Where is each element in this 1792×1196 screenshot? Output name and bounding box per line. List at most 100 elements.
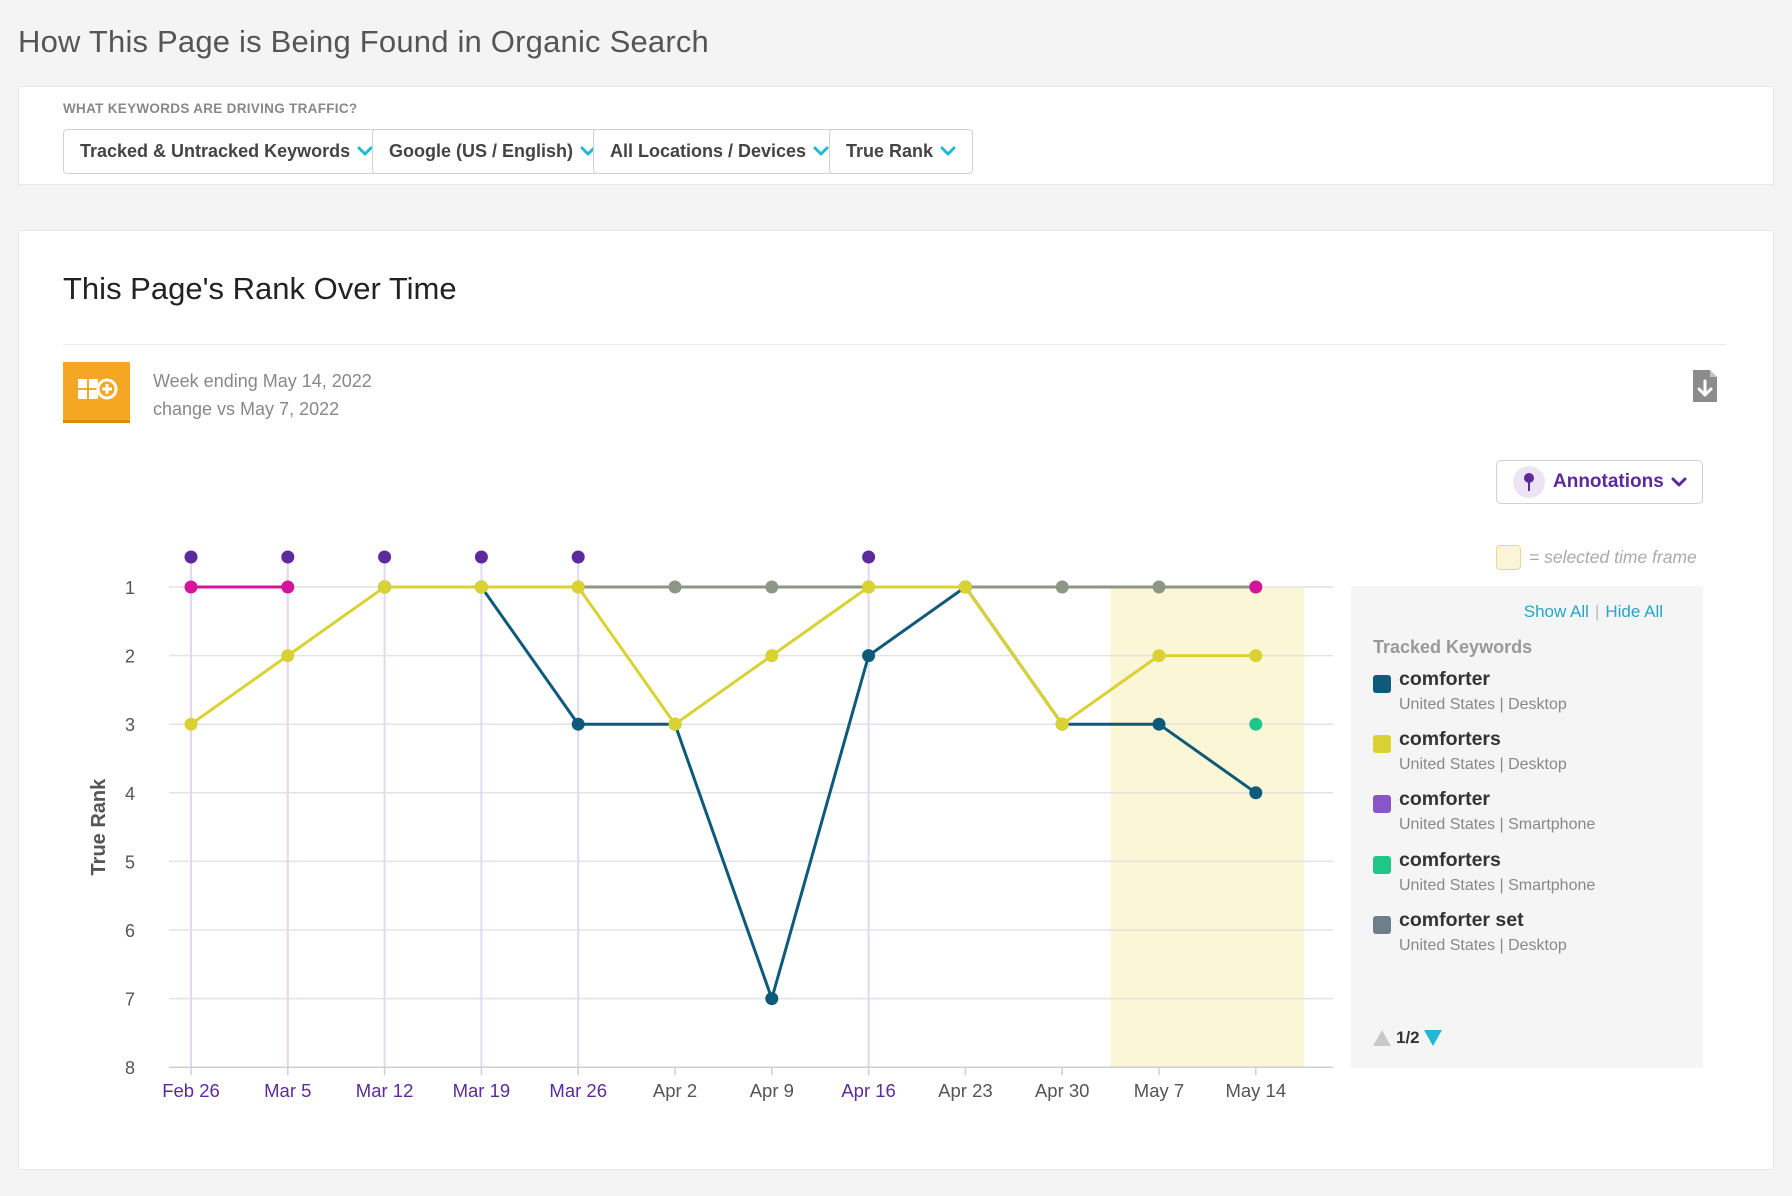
rank-over-time-card: This Page's Rank Over Time Week ending M… [18, 230, 1774, 1170]
data-point [862, 580, 876, 594]
keywords-filter-label: Tracked & Untracked Keywords [80, 141, 351, 161]
legend-swatch [1373, 916, 1391, 934]
search-engine-label: Google (US / English) [389, 141, 573, 161]
card-title: This Page's Rank Over Time [63, 271, 457, 306]
rank-line-chart: 1 2 3 4 5 6 7 8 True Rank Feb 26 Mar 5 Mar 12 Mar 19… [88, 550, 1333, 1101]
legend-link-separator: | [1594, 602, 1600, 621]
annotations-label: Annotations [1553, 471, 1664, 492]
show-all-link[interactable]: Show All [1523, 602, 1589, 621]
data-point [765, 580, 779, 594]
annotation-marker [184, 550, 198, 564]
pager-page: 1/2 [1396, 1028, 1420, 1047]
x-tick-label: Mar 26 [549, 1080, 607, 1101]
data-point [184, 717, 198, 731]
locations-devices-dropdown[interactable]: All Locations / Devices [593, 129, 847, 174]
chevron-down-icon [580, 146, 596, 156]
x-tick-label: Apr 9 [750, 1080, 794, 1101]
legend-swatch [1373, 675, 1391, 693]
legend-swatch [1373, 735, 1391, 753]
data-point [1249, 786, 1263, 800]
data-point [1249, 649, 1263, 663]
week-summary: Week ending May 14, 2022 change vs May 7… [153, 367, 372, 423]
data-point [1249, 717, 1263, 731]
x-tick-label: Apr 2 [653, 1080, 697, 1101]
page-heading: How This Page is Being Found in Organic … [18, 24, 709, 59]
annotations-dropdown[interactable]: Annotations [1496, 460, 1703, 504]
legend-location: United States | Desktop [1399, 696, 1567, 713]
selected-timeframe-note: = selected time frame [1496, 545, 1697, 570]
data-point [1055, 717, 1069, 731]
data-point [571, 580, 585, 594]
chevron-down-icon [813, 146, 829, 156]
annotation-marker [281, 550, 295, 564]
x-tick-label: May 7 [1134, 1080, 1184, 1101]
data-point [281, 580, 295, 594]
series-line [189, 585, 1258, 726]
data-point [1055, 580, 1069, 594]
filter-caption: WHAT KEYWORDS ARE DRIVING TRAFFIC? [63, 101, 358, 116]
keywords-filter-dropdown[interactable]: Tracked & Untracked Keywords [63, 129, 391, 174]
legend-swatch [1373, 856, 1391, 874]
legend-keyword: comforters [1399, 728, 1501, 750]
y-tick-label: 8 [125, 1058, 135, 1078]
download-icon[interactable] [1691, 369, 1719, 403]
selected-timeframe-text: = selected time frame [1529, 547, 1697, 567]
series-line [383, 585, 1258, 1001]
data-point [1249, 580, 1263, 594]
annotation-marker [571, 550, 585, 564]
data-point [1152, 649, 1166, 663]
legend-keyword: comforters [1399, 849, 1501, 871]
card-divider [63, 344, 1727, 345]
annotation-marker [862, 550, 876, 564]
legend-links: Show All | Hide All [1524, 602, 1663, 622]
legend-keyword: comforter set [1399, 909, 1524, 931]
hide-all-link[interactable]: Hide All [1605, 602, 1663, 621]
selected-timeframe-swatch [1496, 545, 1521, 570]
y-tick-label: 2 [125, 647, 135, 667]
legend-location: United States | Desktop [1399, 756, 1567, 773]
x-tick-label: Apr 30 [1035, 1080, 1090, 1101]
selected-timeframe-band [1110, 587, 1305, 1068]
data-point [958, 580, 972, 594]
app-logo-icon [63, 362, 130, 423]
annotation-marker [474, 550, 488, 564]
legend-location: United States | Desktop [1399, 937, 1567, 954]
chevron-down-icon [357, 146, 373, 156]
data-point [1152, 580, 1166, 594]
y-tick-label: 3 [125, 715, 135, 735]
y-tick-label: 1 [125, 578, 135, 598]
legend-panel: Show All | Hide All Tracked Keywords comfo… [1351, 586, 1703, 1068]
search-engine-dropdown[interactable]: Google (US / English) [372, 129, 613, 174]
keyword-filter-panel: WHAT KEYWORDS ARE DRIVING TRAFFIC? Track… [18, 86, 1774, 185]
rank-type-dropdown[interactable]: True Rank [829, 129, 974, 174]
data-point [571, 717, 585, 731]
data-point [378, 580, 392, 594]
data-point [862, 649, 876, 663]
x-tick-label: Feb 26 [162, 1080, 220, 1101]
legend-heading: Tracked Keywords [1373, 637, 1533, 657]
y-tick-label: 5 [125, 852, 135, 872]
data-point [474, 580, 488, 594]
change-vs-text: change vs May 7, 2022 [153, 399, 340, 419]
chevron-down-icon [1671, 477, 1687, 486]
legend-location: United States | Smartphone [1399, 816, 1596, 833]
rank-type-label: True Rank [846, 141, 934, 161]
y-axis-title: True Rank [88, 778, 110, 876]
data-point [281, 649, 295, 663]
chevron-down-icon [940, 146, 956, 156]
x-tick-label: Mar 12 [356, 1080, 414, 1101]
annotation-marker [378, 550, 392, 564]
data-point [668, 580, 682, 594]
x-tick-label: Mar 5 [264, 1080, 311, 1101]
pager-prev-icon[interactable] [1373, 1030, 1391, 1046]
pin-icon [1513, 466, 1545, 498]
locations-devices-label: All Locations / Devices [610, 141, 807, 161]
legend-location: United States | Smartphone [1399, 877, 1596, 894]
x-tick-label: Apr 16 [841, 1080, 896, 1101]
y-tick-label: 4 [125, 784, 135, 804]
y-tick-label: 6 [125, 921, 135, 941]
x-tick-label: May 14 [1225, 1080, 1286, 1101]
pager-next-icon[interactable] [1423, 1030, 1442, 1046]
x-tick-label: Apr 23 [938, 1080, 993, 1101]
legend-swatch [1373, 795, 1391, 813]
